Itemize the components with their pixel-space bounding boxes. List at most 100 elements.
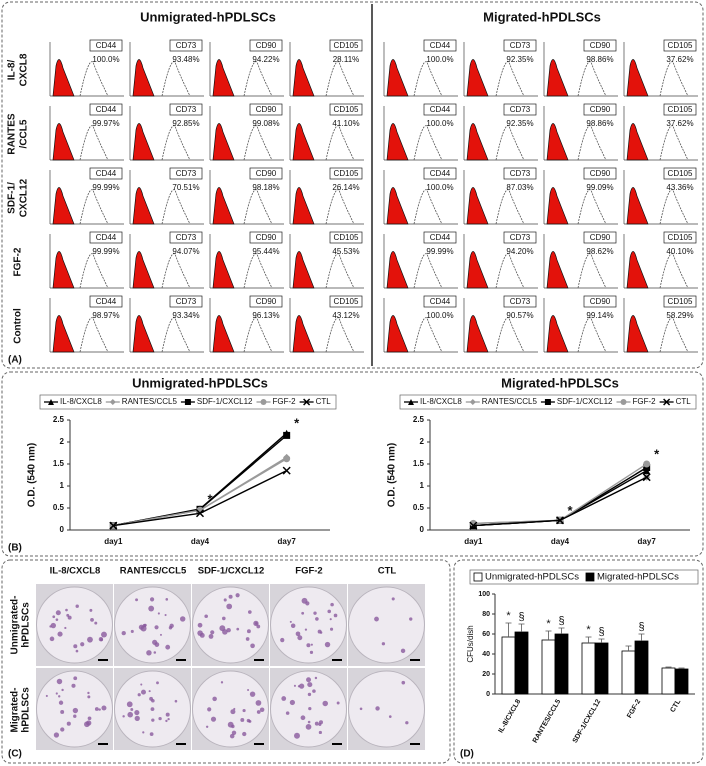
- isotype-peak: [292, 315, 315, 353]
- colony: [149, 732, 154, 736]
- dish: [36, 586, 113, 664]
- colony: [156, 681, 159, 685]
- row-label: RANTES: [7, 113, 18, 154]
- marker-peak: [243, 253, 273, 289]
- colony: [312, 689, 316, 693]
- y-tick-label: 60: [482, 631, 490, 638]
- x-tick-label: CTL: [669, 698, 682, 714]
- legend-label: CTL: [316, 397, 332, 406]
- isotype-peak: [212, 251, 235, 289]
- panel-label: (A): [8, 355, 22, 366]
- chart-title: Migrated-hPDLSCs: [501, 375, 619, 390]
- y-tick-label: 0: [486, 691, 490, 698]
- colony: [374, 616, 379, 622]
- colony: [329, 618, 332, 621]
- colony: [220, 681, 224, 684]
- colony: [333, 613, 338, 618]
- percent: 92.35%: [506, 55, 533, 64]
- marker-box: [423, 295, 457, 308]
- percent: 98.86%: [586, 119, 613, 128]
- point: [643, 464, 651, 472]
- y-tick-label: 1: [60, 481, 65, 490]
- marker-box: [423, 103, 457, 116]
- colony: [134, 709, 140, 716]
- row-label: hPDLSCs: [21, 602, 32, 648]
- marker-box: [503, 103, 537, 116]
- y-tick-label: 2: [60, 437, 65, 446]
- colony: [359, 707, 363, 711]
- colony: [100, 638, 103, 642]
- colony: [324, 641, 331, 648]
- marker-name: CD90: [590, 233, 611, 242]
- legend-label: FGF-2: [633, 397, 657, 406]
- marker-box: [423, 231, 457, 244]
- colony: [174, 699, 178, 703]
- point: [48, 399, 54, 405]
- row-label: /CCL5: [19, 119, 30, 148]
- point: [663, 398, 671, 406]
- x-tick-label: day7: [278, 537, 297, 546]
- isotype-peak: [626, 59, 649, 97]
- point: [643, 460, 651, 468]
- colony: [121, 630, 126, 636]
- colony: [309, 650, 314, 654]
- error-bar: [518, 623, 525, 632]
- colony: [154, 625, 159, 630]
- point: [469, 521, 478, 530]
- isotype-peak: [52, 187, 75, 225]
- isotype-peak: [466, 315, 489, 353]
- colony: [256, 710, 261, 714]
- marker-peak: [659, 189, 689, 225]
- colony: [405, 721, 409, 725]
- isotype-peak: [386, 251, 409, 289]
- row-label: Unmigrated-: [10, 596, 21, 655]
- marker-name: CD44: [96, 233, 117, 242]
- y-tick-label: 0.5: [53, 503, 65, 512]
- colony: [73, 714, 77, 718]
- colony: [308, 706, 312, 711]
- isotype-peak: [212, 187, 235, 225]
- colony: [281, 696, 287, 701]
- colony: [135, 598, 139, 602]
- percent: 99.99%: [92, 183, 119, 192]
- percent: 99.08%: [252, 119, 279, 128]
- percent: 58.29%: [666, 311, 693, 320]
- marker-name: CD105: [668, 297, 693, 306]
- colony: [151, 718, 155, 722]
- colony: [255, 622, 258, 625]
- marker-name: CD90: [590, 105, 611, 114]
- colony: [73, 644, 78, 649]
- colony: [101, 631, 107, 638]
- marker-box: [329, 231, 363, 244]
- point: [283, 455, 291, 463]
- bar: [621, 650, 636, 695]
- significance-mark: §: [598, 626, 604, 638]
- colony: [210, 630, 215, 635]
- marker-peak: [325, 61, 355, 97]
- legend-label: RANTES/CCL5: [482, 397, 538, 406]
- significance-mark: *: [207, 491, 213, 506]
- marker-box: [169, 167, 203, 180]
- marker-box: [329, 167, 363, 180]
- dish: [270, 586, 347, 664]
- legend-frame: [469, 569, 699, 585]
- marker-peak: [659, 317, 689, 353]
- isotype-peak: [386, 59, 409, 97]
- colony: [199, 632, 205, 638]
- colony: [94, 707, 99, 711]
- marker-peak: [79, 189, 109, 225]
- marker-box: [663, 103, 697, 116]
- marker-peak: [161, 253, 191, 289]
- colony: [146, 650, 152, 656]
- marker-box: [249, 295, 283, 308]
- colony: [64, 626, 67, 630]
- isotype-peak: [466, 251, 489, 289]
- marker-peak: [659, 253, 689, 289]
- row-label: hPDLSCs: [21, 687, 32, 733]
- colony: [80, 642, 85, 647]
- colony: [297, 635, 303, 641]
- marker-peak: [325, 189, 355, 225]
- legend-label: Unmigrated-hPDLSCs: [485, 572, 579, 583]
- legend-label: Migrated-hPDLSCs: [597, 572, 679, 583]
- marker-box: [169, 231, 203, 244]
